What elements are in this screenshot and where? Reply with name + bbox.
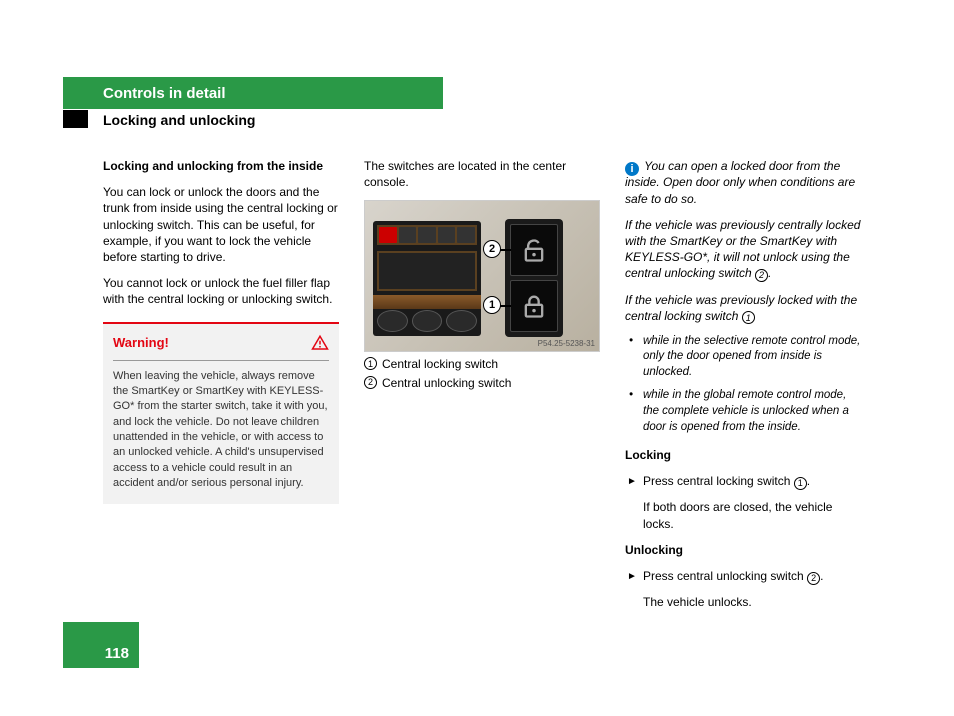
info-text: If the vehicle was previously centrally … xyxy=(625,218,860,281)
circled-1-icon: 1 xyxy=(794,477,807,490)
unlock-switch-graphic xyxy=(510,224,558,276)
circled-1-icon: 1 xyxy=(742,311,755,324)
list-item: while in the global remote control mode,… xyxy=(625,388,861,435)
circled-1-icon: 1 xyxy=(364,357,377,370)
warning-text: When leaving the vehicle, always remove … xyxy=(113,369,329,492)
circled-2-icon: 2 xyxy=(364,376,377,389)
info-text: . xyxy=(768,266,771,280)
locking-heading: Locking xyxy=(625,447,861,463)
callout-1: 1 xyxy=(483,296,501,314)
callout-2: 2 xyxy=(483,240,501,258)
dashboard-graphic xyxy=(373,221,481,336)
info-text: You can open a locked door from the insi… xyxy=(625,159,855,206)
console-figure: 2 1 P54.25-5238-31 xyxy=(364,200,600,352)
result-text: If both doors are closed, the vehicle lo… xyxy=(625,499,861,531)
lock-switch-graphic xyxy=(510,280,558,332)
list-item: while in the selective remote control mo… xyxy=(625,334,861,381)
circled-2-icon: 2 xyxy=(807,572,820,585)
action-step: Press central unlocking switch 2. xyxy=(625,568,861,584)
chapter-title: Controls in detail xyxy=(103,85,226,102)
chapter-header: Controls in detail xyxy=(63,77,443,109)
inside-locking-heading: Locking and unlocking from the inside xyxy=(103,158,339,174)
warning-triangle-icon xyxy=(311,334,329,352)
page-number-tab: 118 xyxy=(63,622,139,668)
warning-title: Warning! xyxy=(113,334,169,352)
info-bullets: while in the selective remote control mo… xyxy=(625,334,861,435)
section-marker xyxy=(63,110,88,128)
legend-text: Central unlocking switch xyxy=(382,375,511,391)
switch-panel-graphic xyxy=(505,219,563,337)
warning-header: Warning! xyxy=(113,334,329,361)
paragraph: You cannot lock or unlock the fuel fille… xyxy=(103,275,339,307)
result-text: The vehicle unlocks. xyxy=(625,594,861,610)
section-title: Locking and unlocking xyxy=(103,112,255,128)
warning-box: Warning! When leaving the vehicle, alway… xyxy=(103,322,339,504)
column-3: i You can open a locked door from the in… xyxy=(625,158,861,620)
info-paragraph: i You can open a locked door from the in… xyxy=(625,158,861,207)
action-step: Press central locking switch 1. xyxy=(625,473,861,489)
legend-row: 1 Central locking switch xyxy=(364,356,600,372)
unlocking-heading: Unlocking xyxy=(625,542,861,558)
legend-text: Central locking switch xyxy=(382,356,498,372)
column-1: Locking and unlocking from the inside Yo… xyxy=(103,158,339,620)
info-paragraph: If the vehicle was previously centrally … xyxy=(625,217,861,282)
column-2: The switches are located in the center c… xyxy=(364,158,600,620)
content-columns: Locking and unlocking from the inside Yo… xyxy=(103,158,861,620)
circled-2-icon: 2 xyxy=(755,269,768,282)
legend-row: 2 Central unlocking switch xyxy=(364,375,600,391)
paragraph: You can lock or unlock the doors and the… xyxy=(103,184,339,265)
figure-intro: The switches are located in the center c… xyxy=(364,158,600,190)
figure-code: P54.25-5238-31 xyxy=(538,339,595,350)
page-number: 118 xyxy=(105,645,129,662)
info-paragraph: If the vehicle was previously locked wit… xyxy=(625,292,861,324)
